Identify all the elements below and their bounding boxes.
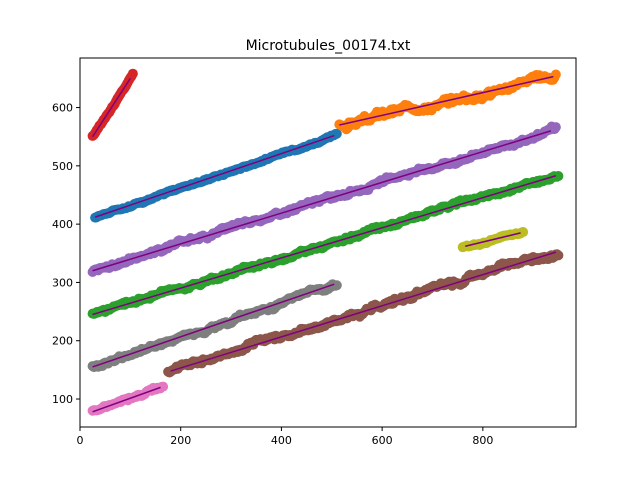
fit-line xyxy=(465,232,521,248)
fit-line xyxy=(91,77,131,138)
series-group xyxy=(90,128,342,223)
series-group xyxy=(334,69,561,135)
fit-line xyxy=(92,283,335,368)
fit-line xyxy=(92,175,557,316)
y-tick-label: 400 xyxy=(52,218,73,231)
axis-layer: 0 200 400 600 800 100 200 300 400 500 600 xyxy=(52,102,493,447)
x-tick-label: 600 xyxy=(372,434,393,447)
scatter-point xyxy=(553,171,564,182)
y-tick-label: 300 xyxy=(52,276,73,289)
series-group xyxy=(87,68,138,141)
scatter-point xyxy=(550,69,561,80)
chart-title: Microtubules_00174.txt xyxy=(246,38,411,54)
scatter-point xyxy=(331,280,342,291)
fit-line xyxy=(339,75,554,126)
x-tick-label: 0 xyxy=(77,434,84,447)
y-tick-label: 100 xyxy=(52,393,73,406)
series-group xyxy=(87,121,561,277)
scatter-point xyxy=(158,381,169,392)
fit-line xyxy=(92,386,161,413)
scatter-point xyxy=(127,68,138,79)
series-group xyxy=(87,171,564,319)
fit-line xyxy=(92,130,552,272)
series-group xyxy=(457,227,529,253)
y-tick-label: 600 xyxy=(52,102,73,115)
y-tick-label: 200 xyxy=(52,335,73,348)
series-group xyxy=(163,249,564,378)
scatter-point xyxy=(550,122,561,133)
series-layer xyxy=(87,68,564,416)
fit-line xyxy=(170,251,557,372)
x-tick-label: 400 xyxy=(271,434,292,447)
scatter-point xyxy=(518,227,529,238)
series-group xyxy=(87,381,169,416)
fit-line xyxy=(94,134,335,218)
series-group xyxy=(87,279,342,373)
plot-frame xyxy=(79,57,577,428)
x-tick-label: 800 xyxy=(472,434,493,447)
y-tick-label: 500 xyxy=(52,160,73,173)
x-tick-label: 200 xyxy=(170,434,191,447)
